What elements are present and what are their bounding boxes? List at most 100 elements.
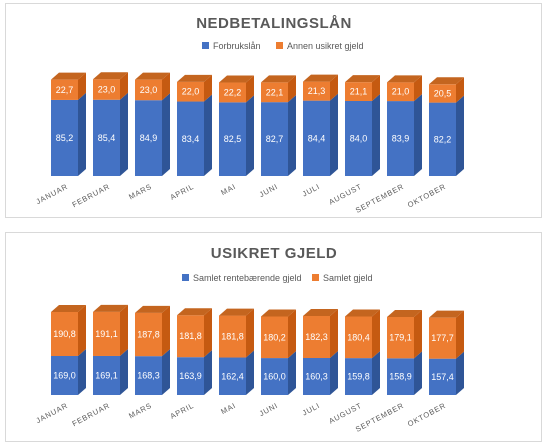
chart-usikret-gjeld: USIKRET GJELD Samlet rentebærende gjeld Sa… (34, 245, 464, 434)
bar-front (345, 82, 372, 101)
bar-side (330, 74, 338, 101)
bar-front (429, 317, 456, 359)
bar-side (162, 305, 170, 357)
bar-segment: 180,2 (261, 309, 296, 359)
bar-segment: 84,9 (135, 93, 170, 176)
bar-segment: 22,0 (177, 74, 212, 102)
bar-side (288, 351, 296, 395)
bar-front (93, 79, 120, 100)
bar-front (219, 315, 246, 358)
bar-side (246, 75, 254, 103)
data-label: 169,0 (53, 371, 76, 381)
bar-segment: 160,0 (261, 351, 296, 395)
bar-top (303, 74, 338, 82)
bar-top (429, 77, 464, 85)
bar-segment: 159,8 (345, 351, 380, 395)
data-label: 22,1 (266, 87, 284, 97)
bar-front (51, 79, 78, 100)
bar-side (330, 308, 338, 359)
category-label: JULI (301, 182, 322, 199)
bar-side (162, 93, 170, 176)
bar-side (330, 351, 338, 395)
category-label: MARS (127, 401, 153, 421)
data-label: 23,0 (140, 85, 158, 95)
bar-front (261, 316, 288, 359)
data-label: 21,1 (350, 87, 368, 97)
data-label: 23,0 (98, 84, 116, 94)
data-label: 187,8 (137, 329, 160, 339)
bar-segment: 187,8 (135, 305, 170, 357)
data-label: 83,9 (392, 134, 410, 144)
bar-front (51, 356, 78, 395)
bar-side (78, 349, 86, 395)
data-label: 158,9 (389, 372, 412, 382)
bar-side (288, 309, 296, 359)
bar-segment: 182,3 (303, 308, 338, 359)
bar-front (135, 100, 162, 176)
bar-side (372, 75, 380, 101)
bar-segment: 21,0 (387, 75, 422, 102)
bar-side (288, 95, 296, 176)
data-label: 181,8 (179, 331, 202, 341)
bar-segment: 169,1 (93, 348, 128, 395)
bar-side (414, 351, 422, 395)
data-label: 159,8 (347, 372, 370, 382)
bar-segment: 162,4 (219, 350, 254, 395)
bar-top (261, 75, 296, 83)
chart-title: USIKRET GJELD (211, 245, 338, 262)
bar-front (177, 81, 204, 102)
legend-label: Forbrukslån (213, 41, 261, 51)
bar-side (78, 72, 86, 100)
bar-side (372, 94, 380, 176)
bar-segment: 190,8 (51, 304, 86, 356)
category-label: FEBRUAR (71, 182, 112, 209)
data-label: 21,3 (308, 86, 326, 96)
bar-side (246, 95, 254, 176)
bar-side (162, 349, 170, 395)
bar-front (387, 101, 414, 176)
data-label: 163,9 (179, 371, 202, 381)
data-label: 190,8 (53, 329, 76, 339)
bar-side (456, 95, 464, 176)
bar-top (177, 308, 212, 316)
bar-segment: 157,4 (429, 351, 464, 395)
bar-segment: 21,3 (303, 74, 338, 101)
data-label: 21,0 (392, 87, 410, 97)
bar-front (345, 101, 372, 176)
bar-front (387, 317, 414, 359)
bar-front (387, 358, 414, 395)
bar-side (204, 350, 212, 395)
bar-side (246, 308, 254, 358)
bar-top (387, 75, 422, 83)
category-label: AUGUST (327, 182, 363, 207)
bar-segment: 82,5 (219, 95, 254, 176)
category-label: APRIL (169, 401, 196, 421)
bar-segment: 21,1 (345, 75, 380, 101)
bar-segment: 163,9 (177, 350, 212, 395)
legend-swatch (182, 274, 189, 281)
legend-swatch (312, 274, 319, 281)
bar-top (345, 309, 380, 317)
data-label: 160,0 (263, 372, 286, 382)
bar-segment: 169,0 (51, 349, 86, 395)
data-label: 20,5 (434, 88, 452, 98)
legend-item: Annen usikret gjeld (276, 41, 364, 51)
bar-front (93, 311, 120, 356)
bar-front (303, 358, 330, 395)
category-label: MAI (219, 401, 237, 416)
bar-segment: 168,3 (135, 349, 170, 395)
bar-segment: 181,8 (219, 308, 254, 358)
bar-top (135, 72, 170, 80)
data-label: 22,2 (224, 87, 242, 97)
bar-segment: 160,3 (303, 351, 338, 395)
data-label: 84,9 (140, 133, 158, 143)
bar-side (456, 310, 464, 359)
legend-label: Samlet gjeld (323, 273, 373, 283)
data-label: 168,3 (137, 371, 160, 381)
bar-segment: 84,4 (303, 93, 338, 176)
data-label: 82,2 (434, 134, 452, 144)
bar-front (93, 355, 120, 395)
category-label: JANUAR (34, 182, 69, 206)
bar-front (429, 84, 456, 103)
legend-label: Annen usikret gjeld (287, 41, 364, 51)
